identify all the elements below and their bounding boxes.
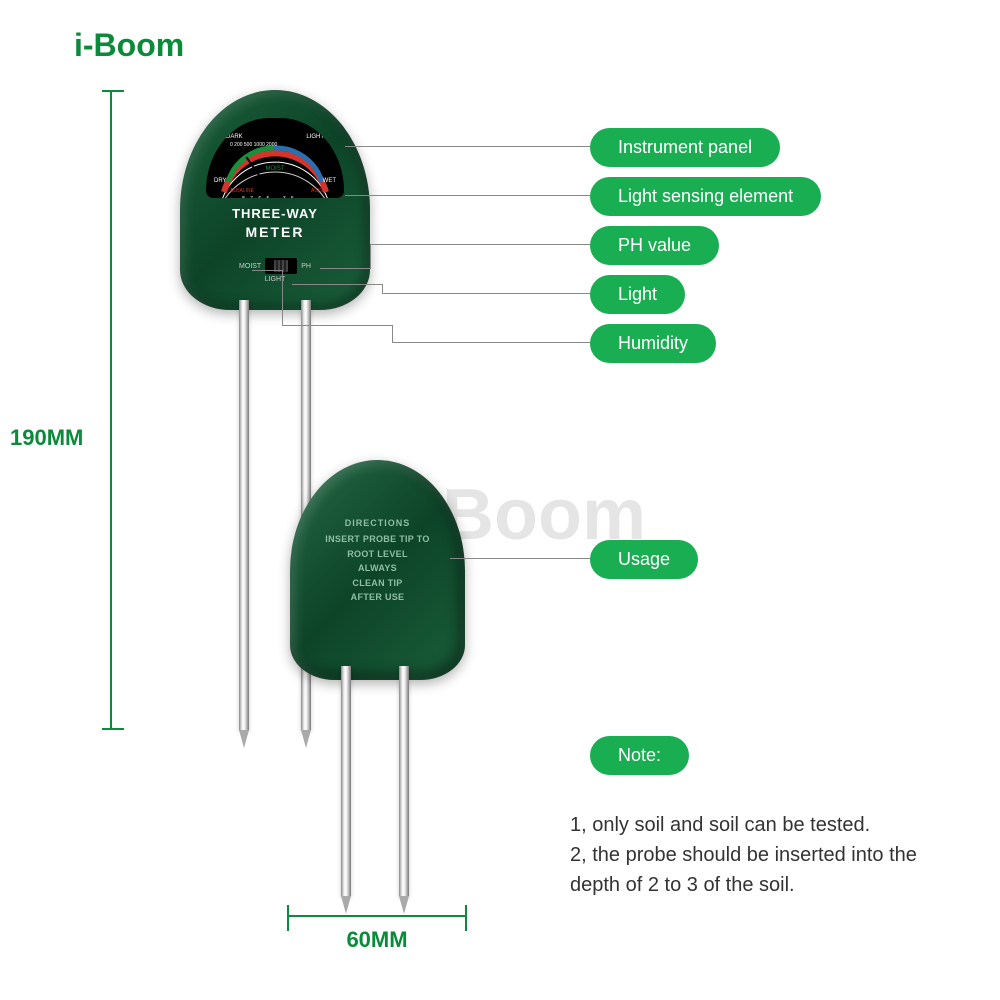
probe-icon [399,666,409,896]
leader-line [345,195,425,196]
leader-line [382,293,590,294]
switch-moist-label: MOIST [239,263,261,270]
back-probes [341,666,409,896]
switch-ph-label: PH [301,263,311,270]
gauge-alkaline-label: ALKALINE [230,188,254,194]
width-dimension: 60MM [287,915,467,917]
callout-note: Note: [590,736,689,775]
leader-line [382,284,383,293]
leader-line [282,325,392,326]
callout-ph-value: PH value [590,226,719,265]
mode-switch: MOIST PH [180,258,370,274]
gauge-light-label: LIGHT [306,134,324,140]
note-line-2: 2, the probe should be inserted into the… [570,840,970,900]
leader-line [392,342,590,343]
meter-back-head: DIRECTIONS INSERT PROBE TIP TO ROOT LEVE… [290,460,465,680]
back-instructions: DIRECTIONS INSERT PROBE TIP TO ROOT LEVE… [320,516,435,604]
leader-line [292,284,382,285]
back-line: ROOT LEVEL [320,547,435,561]
crescent-icon [20,20,70,70]
leader-line [370,244,371,269]
meter-head: DARK LIGHT 0 200 500 1000 2000 DRY WET M… [180,90,370,310]
callout-usage: Usage [590,540,698,579]
leader-line [282,270,283,325]
switch-light-label: LIGHT [180,276,370,283]
leader-line [370,244,590,245]
probe-icon [239,300,249,730]
notes-block: 1, only soil and soil can be tested. 2, … [570,810,970,900]
back-line: DIRECTIONS [320,516,435,530]
meter-subtitle: METER [180,224,370,240]
callout-light-sensing: Light sensing element [590,177,821,216]
note-line-1: 1, only soil and soil can be tested. [570,810,970,840]
gauge-numbers: 0 200 500 1000 2000 [230,142,277,148]
brand-name: i-Boom [74,27,184,64]
height-value: 190MM [10,425,83,451]
callout-instrument-panel: Instrument panel [590,128,780,167]
leader-line [320,268,370,269]
leader-line [252,270,282,271]
probe-icon [341,666,351,896]
height-dimension [110,90,112,730]
gauge-acidic-label: ACIDIC [311,188,328,194]
gauge-wet-label: WET [323,178,336,184]
back-line: AFTER USE [320,590,435,604]
gauge-moist-label: MOIST [266,166,285,172]
leader-line [425,195,590,196]
meter-title: THREE-WAY [180,206,370,221]
callout-humidity: Humidity [590,324,716,363]
gauge-window: DARK LIGHT 0 200 500 1000 2000 DRY WET M… [206,118,344,198]
meter-front-view: DARK LIGHT 0 200 500 1000 2000 DRY WET M… [180,90,370,310]
back-line: CLEAN TIP [320,576,435,590]
width-value: 60MM [346,927,407,953]
leader-line [392,325,393,342]
gauge-dark-label: DARK [226,134,243,140]
leader-line [345,146,590,147]
meter-back-view: DIRECTIONS INSERT PROBE TIP TO ROOT LEVE… [290,460,460,680]
gauge-ph-scale: 8 7 6 5 4 3.5 [242,196,296,198]
brand-logo: i-Boom [20,20,184,70]
callout-light: Light [590,275,685,314]
back-line: INSERT PROBE TIP TO [320,532,435,546]
gauge-dry-label: DRY [214,178,227,184]
leader-line [450,558,590,559]
back-line: ALWAYS [320,561,435,575]
